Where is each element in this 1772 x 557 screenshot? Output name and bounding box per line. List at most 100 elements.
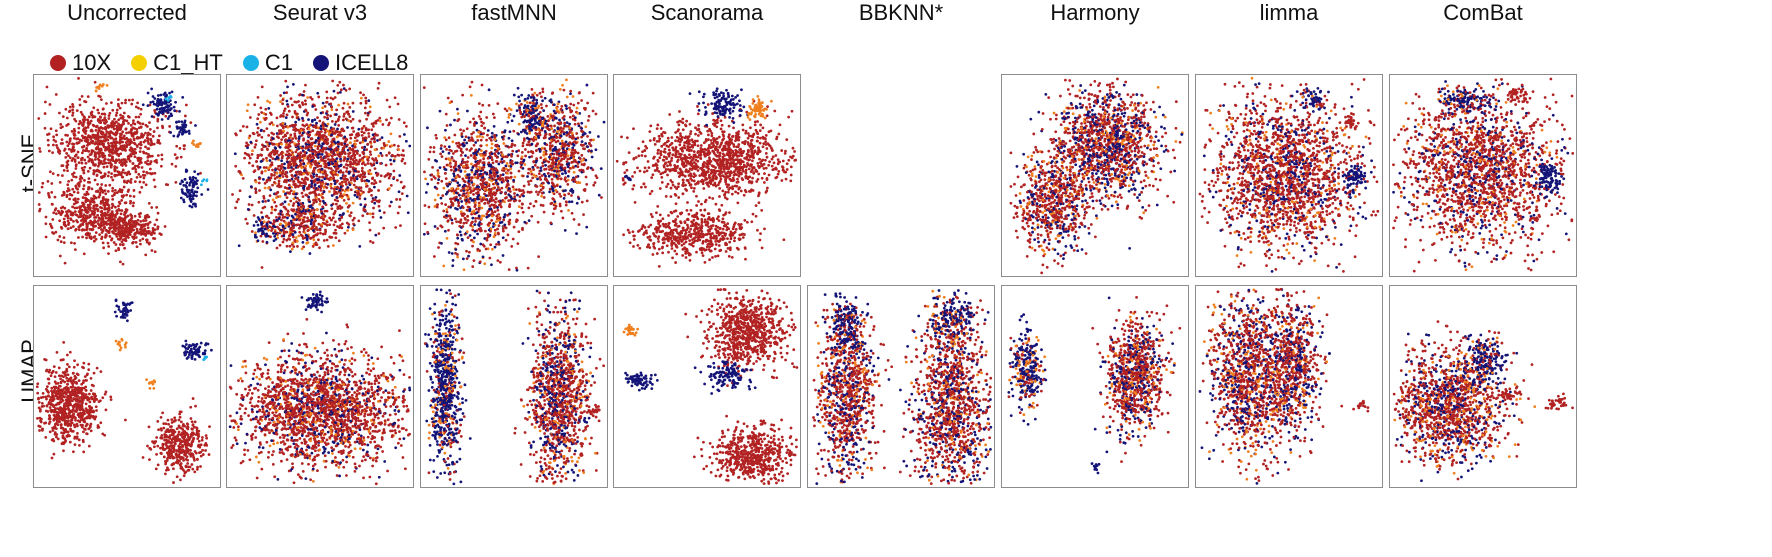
scatter-point	[302, 224, 306, 228]
scatter-point	[328, 235, 332, 239]
scatter-point	[270, 205, 274, 209]
scatter-point	[321, 106, 324, 110]
scatter-point	[349, 188, 353, 192]
scatter-point	[319, 127, 323, 131]
scatter-point	[100, 183, 104, 186]
scatter-point	[272, 219, 276, 222]
scatter-point	[68, 105, 72, 109]
scatter-point	[182, 198, 185, 202]
scatter-point	[120, 227, 123, 231]
scatter-point	[73, 129, 77, 133]
scatter-point	[515, 102, 518, 106]
scatter-point	[363, 179, 367, 183]
scatter-point	[362, 148, 366, 152]
scatter-point	[329, 114, 332, 118]
scatter-point	[364, 127, 368, 130]
scatter-point	[254, 235, 258, 239]
scatter-point	[393, 155, 397, 158]
scatter-point	[57, 148, 60, 152]
scatter-point	[261, 225, 265, 228]
scatter-point	[321, 175, 325, 179]
scatter-point	[113, 123, 116, 127]
scatter-point	[510, 119, 514, 123]
scatter-point	[290, 228, 293, 232]
scatter-point	[293, 218, 297, 221]
scatter-point	[139, 242, 142, 246]
scatter-point	[273, 152, 276, 156]
scatter-point	[361, 140, 365, 144]
scatter-point	[134, 164, 137, 168]
scatter-point	[424, 191, 428, 194]
scatter-point	[512, 188, 516, 191]
scatter-point	[278, 195, 282, 198]
scatter-point	[316, 232, 320, 235]
scatter-point	[111, 204, 115, 208]
scatter-point	[138, 150, 142, 154]
scatter-point	[120, 163, 124, 167]
scatter-point	[114, 160, 117, 164]
scatter-point	[183, 144, 186, 148]
scatter-point	[296, 185, 300, 189]
scatter-point	[145, 171, 149, 174]
scatter-point	[335, 146, 339, 150]
scatter-point	[158, 141, 162, 145]
scatter-point	[463, 183, 466, 187]
scatter-point	[333, 123, 337, 126]
scatter-point	[534, 175, 538, 179]
scatter-point	[64, 107, 68, 111]
scatter-point	[436, 227, 440, 230]
scatter-point	[129, 180, 132, 184]
scatter-point	[490, 219, 494, 222]
scatter-point	[144, 216, 148, 220]
scatter-point	[483, 202, 487, 205]
scatter-point	[334, 141, 337, 145]
scatter-point	[340, 222, 344, 226]
scatter-point	[170, 162, 174, 166]
scatter-point	[307, 134, 311, 137]
scatter-point	[452, 159, 456, 163]
scatter-point	[368, 105, 372, 109]
scatter-point	[130, 216, 134, 220]
scatter-point	[71, 142, 75, 146]
scatter-point	[283, 215, 287, 219]
scatter-point	[129, 213, 133, 216]
scatter-point	[305, 123, 309, 127]
scatter-point	[501, 254, 505, 257]
scatter-point	[148, 167, 152, 171]
scatter-point	[231, 193, 234, 196]
scatter-point	[307, 143, 311, 147]
scatter-point	[245, 109, 249, 113]
scatter-point	[121, 140, 125, 144]
scatter-point	[93, 178, 97, 182]
scatter-point	[481, 186, 484, 189]
scatter-point	[368, 228, 372, 232]
scatter-point	[498, 176, 502, 180]
scatter-point	[444, 192, 448, 196]
scatter-point	[453, 189, 457, 193]
scatter-point	[76, 156, 80, 159]
scatter-point	[239, 129, 242, 133]
scatter-point	[82, 184, 86, 188]
scatter-point	[347, 119, 350, 122]
scatter-point	[61, 210, 65, 214]
scatter-point	[287, 183, 291, 187]
scatter-point	[310, 209, 313, 212]
scatter-point	[91, 220, 95, 224]
scatter-point	[499, 173, 503, 177]
scatter-point	[134, 170, 138, 174]
scatter-point	[186, 195, 189, 199]
scatter-point	[299, 170, 302, 174]
scatter-point	[316, 116, 319, 120]
scatter-point	[319, 155, 323, 159]
scatter-point	[333, 96, 337, 99]
scatter-point	[351, 218, 355, 222]
scatter-point	[97, 219, 100, 223]
scatter-point	[91, 212, 95, 216]
scatter-point	[296, 245, 299, 248]
scatter-point	[456, 236, 460, 240]
scatter-point	[62, 223, 66, 227]
scatter-point	[339, 176, 343, 180]
scatter-point	[337, 115, 341, 119]
scatter-point	[478, 260, 482, 264]
scatter-point	[67, 110, 71, 114]
